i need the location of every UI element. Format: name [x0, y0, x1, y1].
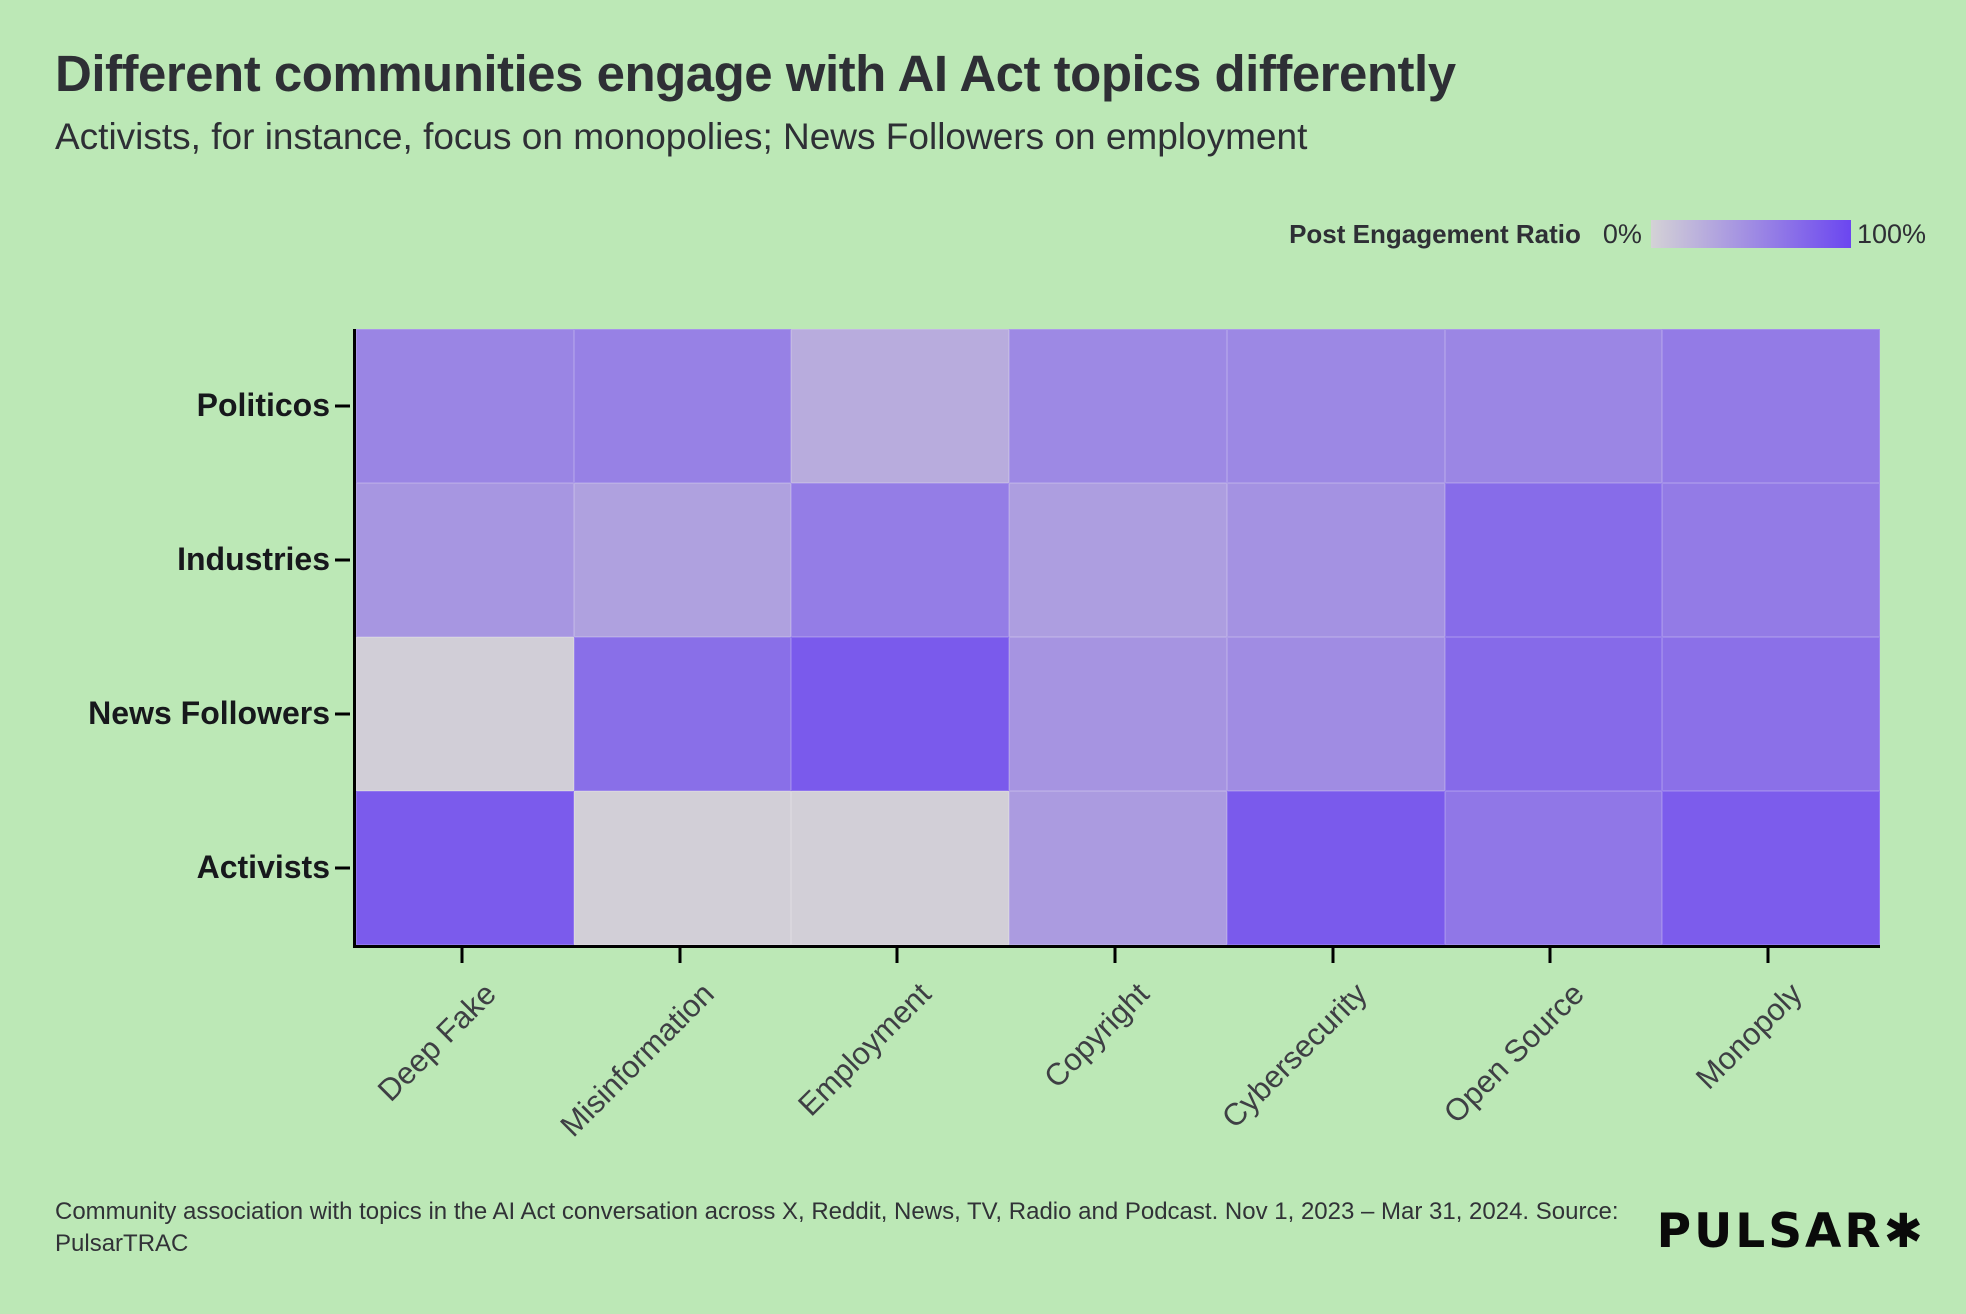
- heatmap-cell: [1444, 329, 1663, 483]
- y-tick: [335, 404, 350, 408]
- heatmap-cell: [1444, 637, 1663, 791]
- plot-area: [353, 329, 1880, 948]
- heatmap-cell: [791, 637, 1010, 791]
- heatmap-cell: [1226, 329, 1445, 483]
- heatmap-cell: [1662, 329, 1880, 483]
- heatmap-cell: [573, 791, 792, 945]
- heatmap-cell: [573, 483, 792, 637]
- source-note-line: Community association with topics in the…: [55, 1198, 1619, 1225]
- heatmap-cell: [1226, 791, 1445, 945]
- heatmap-cell: [573, 329, 792, 483]
- x-tick: [678, 948, 682, 963]
- x-axis-label: Cybersecurity: [1214, 976, 1374, 1135]
- y-tick: [335, 712, 350, 716]
- x-axis-label: Misinformation: [553, 976, 721, 1144]
- heatmap-cell: [1444, 791, 1663, 945]
- x-axis-label: Deep Fake: [370, 976, 503, 1108]
- legend-max-label: 100%: [1856, 218, 1926, 249]
- y-axis-label: Activists: [196, 848, 330, 885]
- x-tick: [895, 948, 899, 963]
- heatmap-cell: [1662, 791, 1880, 945]
- heatmap-cell: [356, 483, 574, 637]
- x-tick: [1331, 948, 1335, 963]
- heatmap-cell: [1009, 637, 1227, 791]
- heatmap-cell: [1662, 637, 1880, 791]
- x-axis-label: Employment: [791, 976, 939, 1123]
- heatmap-cell: [1662, 483, 1880, 637]
- heatmap-cell: [1444, 483, 1663, 637]
- x-tick: [1548, 948, 1552, 963]
- heatmap-cell: [356, 329, 574, 483]
- legend-gradient-bar: [1650, 220, 1851, 248]
- x-tick: [1766, 948, 1770, 963]
- heatmap-cell: [356, 791, 574, 945]
- heatmap-cell: [1226, 637, 1445, 791]
- x-axis-label: Copyright: [1037, 976, 1156, 1095]
- x-tick: [1113, 948, 1117, 963]
- x-tick: [460, 948, 464, 963]
- legend-min-label: 0%: [1602, 218, 1642, 249]
- legend-label: Post Engagement Ratio: [1289, 218, 1581, 249]
- page-subtitle: Activists, for instance, focus on monopo…: [55, 116, 1308, 157]
- x-axis-label: Open Source: [1437, 976, 1592, 1130]
- heatmap-cell: [573, 637, 792, 791]
- y-tick: [335, 866, 350, 870]
- color-legend: Post Engagement Ratio 0% 100%: [1289, 212, 1926, 256]
- source-note: Community association with topics in the…: [55, 1196, 1618, 1260]
- y-axis-label: Industries: [177, 540, 330, 577]
- y-axis-label: Politicos: [196, 386, 330, 423]
- pulsar-logo: PULSAR✱: [1656, 1204, 1926, 1259]
- page-title: Different communities engage with AI Act…: [55, 45, 1456, 102]
- heatmap-cell: [791, 483, 1010, 637]
- heatmap-cell: [1009, 483, 1227, 637]
- source-note-line: PulsarTRAC: [55, 1230, 189, 1258]
- y-tick: [335, 558, 350, 562]
- heatmap-cell: [1226, 483, 1445, 637]
- y-axis-label: News Followers: [88, 694, 330, 731]
- heatmap-cell: [1009, 329, 1227, 483]
- x-axis-label: Monopoly: [1689, 976, 1809, 1096]
- heatmap-cell: [791, 791, 1010, 945]
- heatmap-cell: [791, 329, 1010, 483]
- heatmap-cell: [1009, 791, 1227, 945]
- heatmap-cell: [356, 637, 574, 791]
